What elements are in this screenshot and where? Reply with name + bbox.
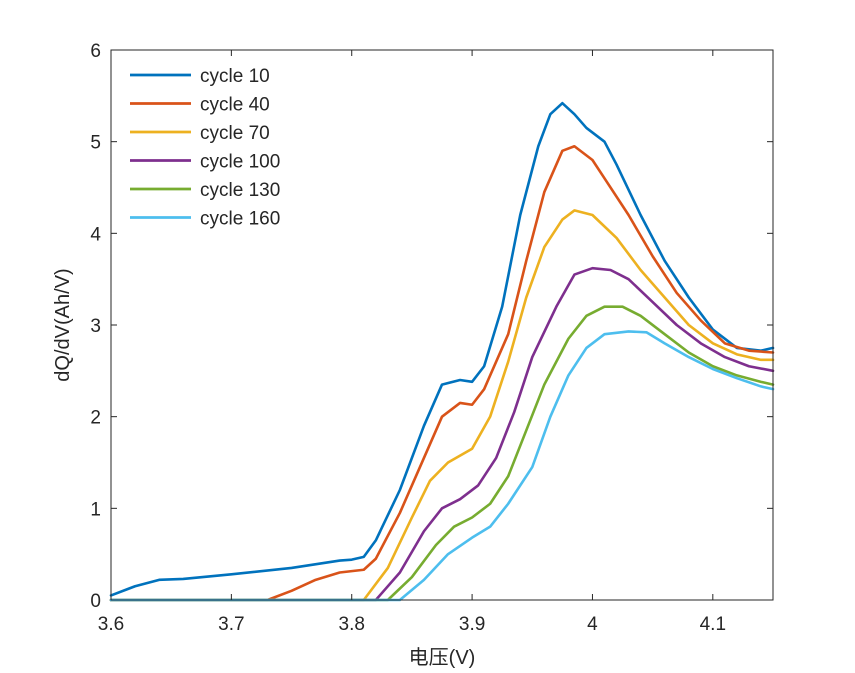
legend-label: cycle 40 bbox=[200, 95, 270, 116]
y-axis-label: dQ/dV(Ah/V) bbox=[52, 268, 74, 381]
legend-label: cycle 70 bbox=[200, 123, 270, 144]
x-tick-label: 4.1 bbox=[700, 614, 726, 635]
series-line-cycle-10 bbox=[109, 101, 775, 597]
series-line-cycle-100 bbox=[109, 266, 775, 602]
y-tick-label: 2 bbox=[90, 408, 101, 429]
legend-label: cycle 10 bbox=[200, 66, 270, 87]
x-axis: 3.6 3.7 3.8 3.9 4 4.1 bbox=[98, 50, 726, 635]
y-tick-label: 0 bbox=[90, 591, 101, 612]
x-tick-label: 3.7 bbox=[218, 614, 244, 635]
y-axis: 0 1 2 3 4 5 6 bbox=[90, 41, 773, 612]
x-tick-label: 4 bbox=[587, 614, 598, 635]
legend-label: cycle 160 bbox=[200, 209, 280, 230]
plot-area bbox=[109, 101, 775, 602]
series-line-cycle-130 bbox=[109, 305, 775, 602]
y-tick-label: 6 bbox=[90, 41, 101, 62]
y-tick-label: 4 bbox=[90, 224, 101, 245]
y-tick-label: 1 bbox=[90, 499, 101, 520]
series-line-cycle-40 bbox=[109, 144, 775, 602]
y-tick-label: 3 bbox=[90, 316, 101, 337]
y-tick-label: 5 bbox=[90, 133, 101, 154]
x-tick-label: 3.6 bbox=[98, 614, 124, 635]
series-line-cycle-70 bbox=[109, 209, 775, 602]
series-line-cycle-160 bbox=[109, 330, 775, 602]
legend: cycle 10 cycle 40 cycle 70 cycle 100 cycle 1… bbox=[130, 66, 280, 230]
x-axis-label: 电压(V) bbox=[409, 646, 476, 669]
legend-label: cycle 100 bbox=[200, 152, 280, 173]
x-tick-label: 3.9 bbox=[459, 614, 485, 635]
x-tick-label: 3.8 bbox=[339, 614, 365, 635]
legend-label: cycle 130 bbox=[200, 180, 280, 201]
